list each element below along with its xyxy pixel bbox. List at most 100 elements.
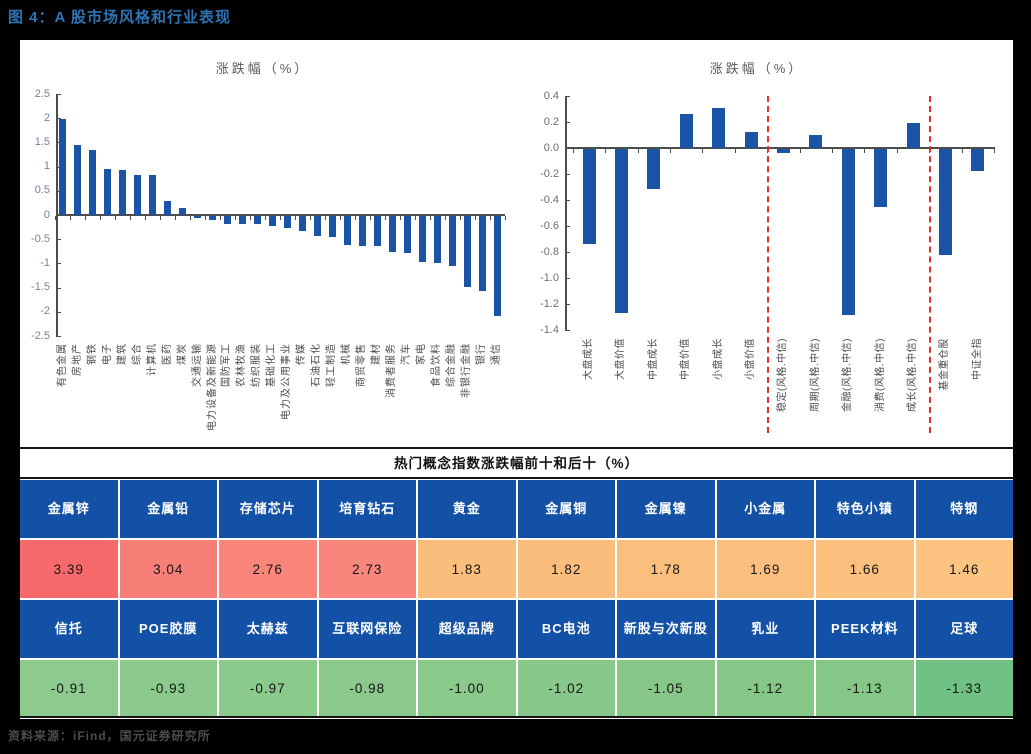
concept-name-cell: 金属铅 [119,480,217,538]
concept-value-cell: 1.82 [517,540,615,598]
chart-title-left: 涨跌幅（%） [215,61,311,76]
y-axis-tick-label: -0.5 [31,232,50,245]
bar [647,148,661,190]
y-axis-tick-label: -1.4 [540,323,559,336]
table-top-border [20,447,1013,449]
x-axis-label: 小盘价值 [745,338,756,380]
y-axis-tick [565,122,570,123]
concept-value-cell: 1.78 [617,540,715,598]
y-axis-tick [565,226,570,227]
y-axis-tick-label: -0.4 [540,193,559,206]
y-axis-tick-label: 0.2 [543,115,559,128]
category-axis-tick [429,215,431,220]
concept-value-cell: -1.02 [517,660,615,716]
bar [744,132,758,148]
zero-axis-line [56,214,505,216]
category-axis-tick [369,215,371,220]
bar [448,215,456,266]
y-axis-tick-label: 1 [43,160,50,173]
x-axis-label: 中盘价值 [680,338,692,380]
y-axis-tick [56,142,61,144]
bar [149,174,157,215]
concept-name-cell: 金属铜 [517,480,615,538]
y-axis-tick [56,239,61,241]
bar [841,148,855,316]
y-axis-tick [565,200,570,201]
red-dashed-divider [929,96,932,433]
bar [388,215,396,252]
category-axis-tick [145,215,147,220]
concept-name-cell: 黄金 [418,480,516,538]
bar [776,148,790,153]
y-axis-tick [565,148,570,149]
concept-name-cell: 特色小镇 [816,480,914,538]
y-axis-tick [56,287,61,289]
category-axis-tick [864,148,866,153]
y-axis-tick [565,330,570,331]
bar [164,201,172,215]
y-axis-tick [56,336,61,337]
category-axis-tick [504,215,506,220]
concept-name-cell: POE胶膜 [119,600,217,658]
concept-name-cell: 信托 [20,600,118,658]
category-axis-tick [70,215,72,220]
concept-value-cell: 2.76 [219,540,317,598]
bar [253,215,261,224]
category-axis-tick [309,215,311,220]
category-axis-tick [264,215,266,220]
chart-title-right: 涨跌幅（%） [709,61,805,76]
y-axis-tick [56,311,61,313]
concept-value-cell: 1.46 [915,540,1013,598]
category-axis-tick [190,215,192,220]
bar [373,215,381,246]
y-axis-tick-label: -1.0 [540,271,559,284]
x-axis-label: 大盘成长 [583,338,594,380]
bar [614,148,628,313]
category-axis-tick [249,215,251,220]
concept-value-cell: -1.05 [617,660,715,716]
category-axis-tick [734,148,736,153]
concept-value-cell: -1.00 [418,660,516,716]
category-axis-tick [354,215,356,220]
y-axis-tick-label: 0.4 [543,89,559,102]
category-axis-tick [414,215,416,220]
concept-value-cell: 1.66 [816,540,914,598]
concept-name-cell: 金属锌 [20,480,118,538]
concept-value-cell: 3.04 [119,540,217,598]
x-axis-label: 成长(风格.中信) [907,338,918,412]
industry-performance-bar-chart: 涨跌幅（%） 2.5 2 1.5 1 0.5 0 -0.5 -1 -1.5 -2 -2.5 有色金属房… [20,40,1013,719]
y-axis-tick-label: 0 [43,208,50,221]
concept-name-cell: 存储芯片 [219,480,317,538]
bar [268,215,276,227]
y-axis-tick-label: 0.0 [543,141,559,154]
concept-table: 金属锌 金属铅 存储芯片 培育钻石 黄金 金属铜 金属镍 小金属 特色小镇 特钢 3.39 3.04 2… [20,480,1013,716]
y-axis-tick-label: -1.5 [31,281,50,294]
bar [134,174,142,215]
bar [89,149,97,215]
bar [119,170,127,215]
bar [418,215,426,262]
bar [971,148,985,171]
bar [194,215,202,218]
category-axis-tick [399,215,401,220]
concept-name-cell: 超级品牌 [418,600,516,658]
category-axis-tick [459,215,461,220]
bar [104,169,112,215]
bar [59,119,67,215]
concept-name-cell: 太赫兹 [219,600,317,658]
category-axis-tick [832,148,833,153]
x-axis-label: 中证全指 [971,338,983,380]
concept-name-cell: 金属镍 [617,480,715,538]
x-axis-label: 基金重仓股 [939,338,951,391]
x-axis-label: 大盘价值 [615,338,627,380]
category-axis-tick [130,215,132,220]
bar [209,215,216,220]
concept-value-cell: -1.13 [816,660,914,716]
concept-table-title: 热门概念指数涨跌幅前十和后十（%） [393,456,639,471]
figure-title: 图 4：A 股市场风格和行业表现 [8,9,231,26]
category-axis-tick [175,215,177,220]
y-axis-tick [565,304,570,305]
bar [403,215,411,254]
concept-value-cell: 1.69 [716,540,814,598]
category-axis-tick [219,215,221,220]
